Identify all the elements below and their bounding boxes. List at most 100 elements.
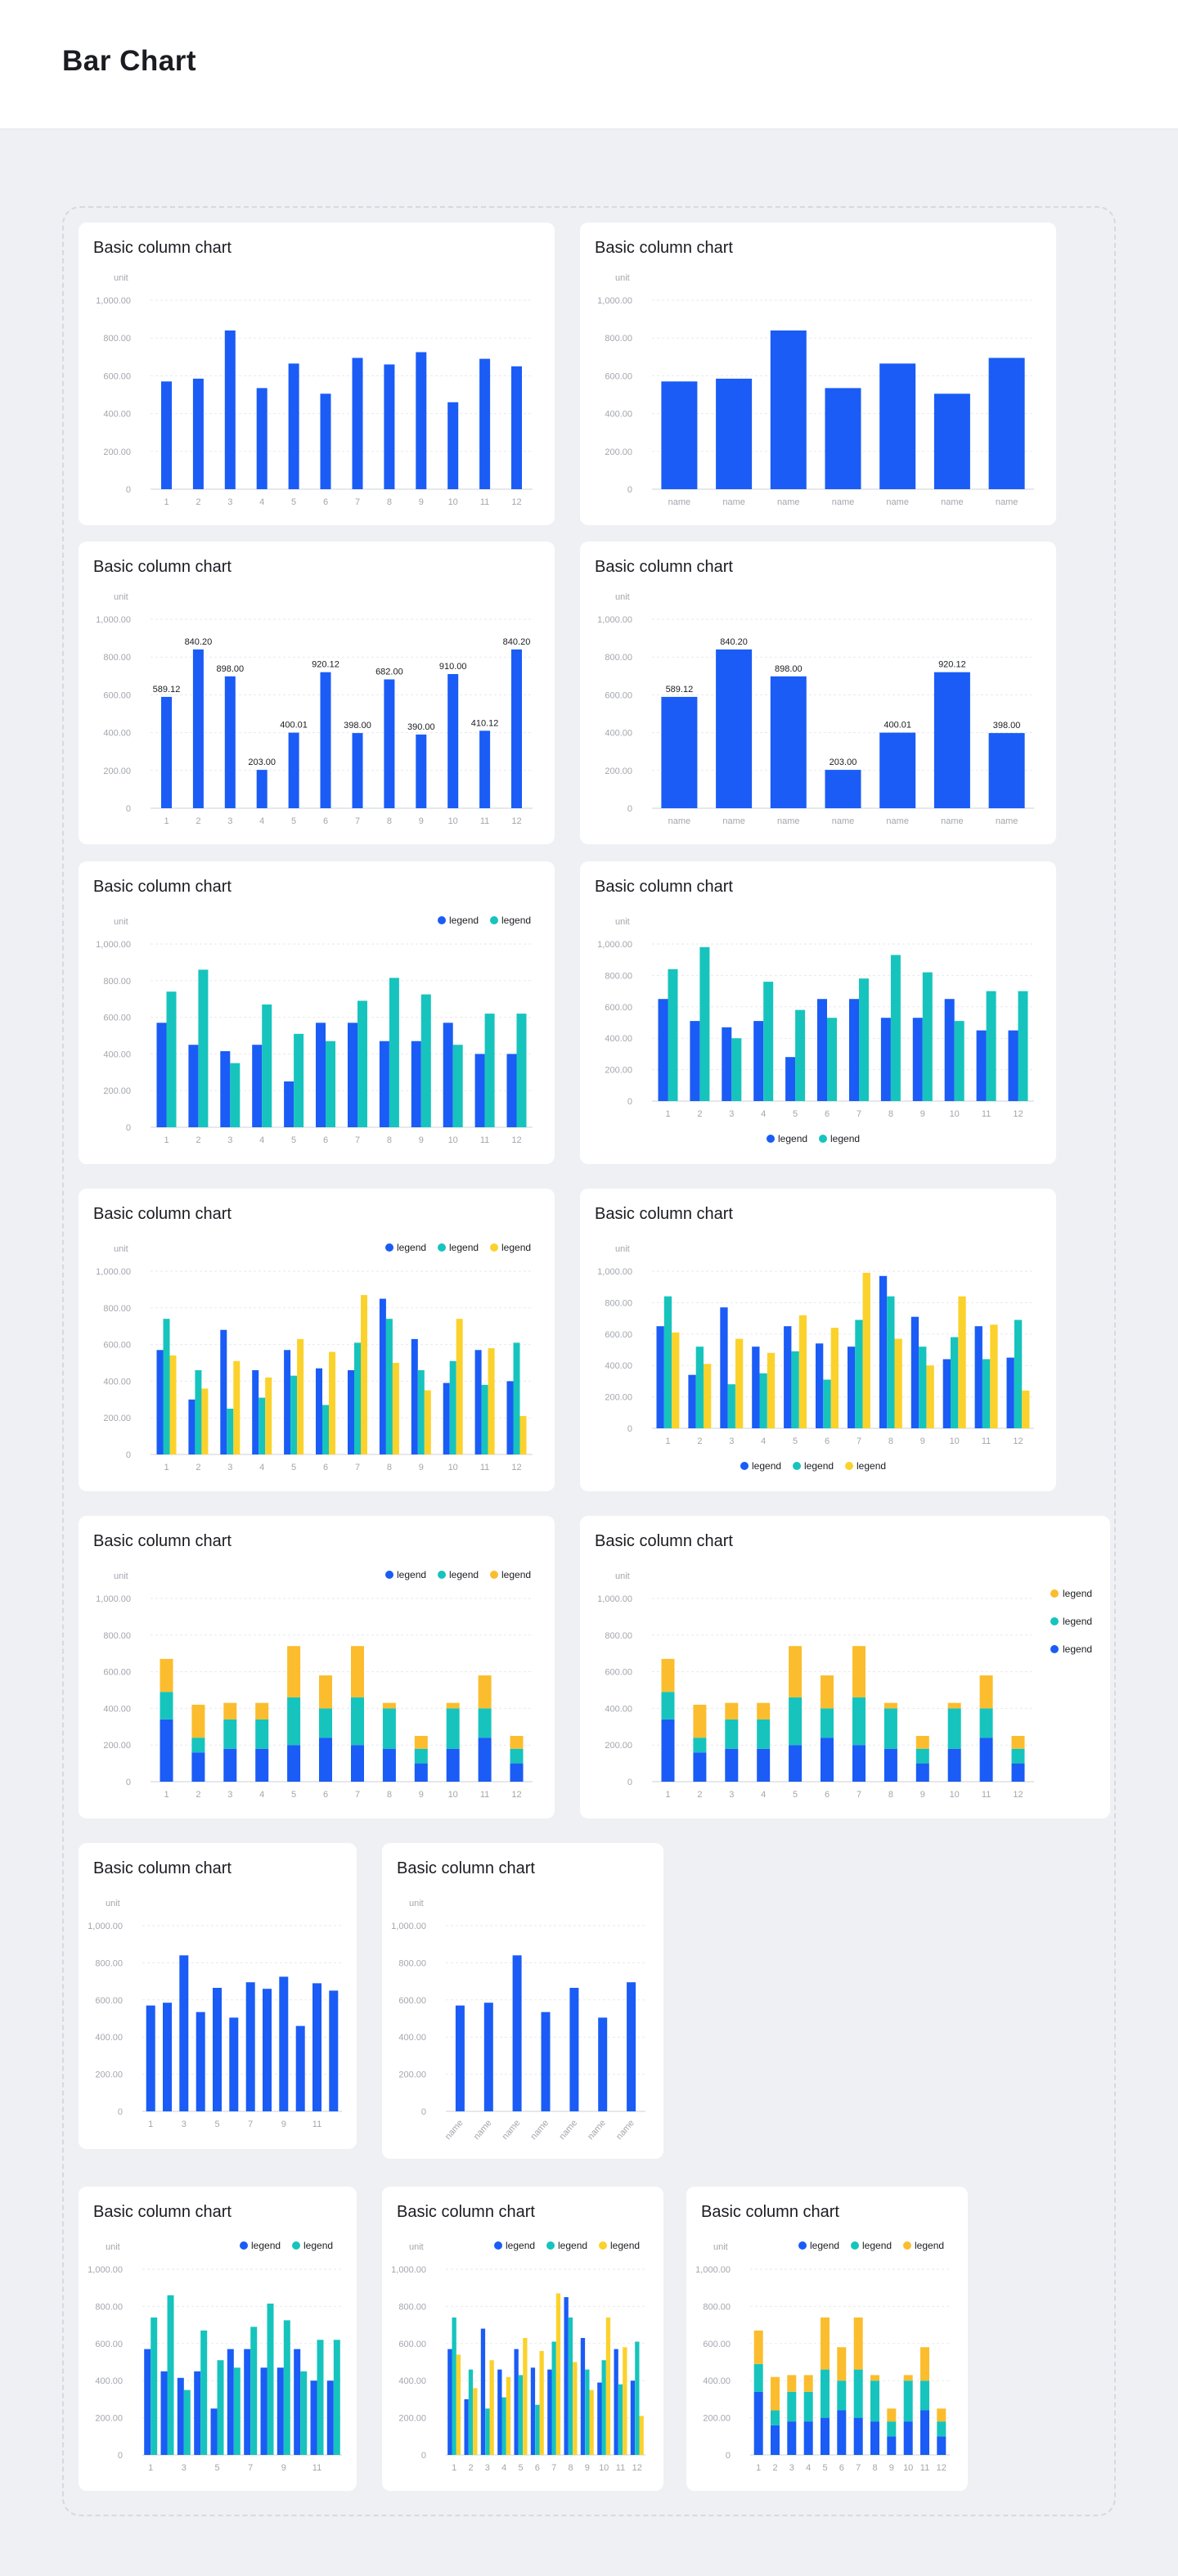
x-tick-label: 2 <box>697 1790 702 1800</box>
bar <box>920 2380 929 2411</box>
bar <box>446 1748 460 1782</box>
y-tick-label: 400.00 <box>605 1704 632 1714</box>
bar <box>585 2369 590 2455</box>
bar <box>259 1397 266 1454</box>
legend-label: legend <box>862 2240 892 2251</box>
x-tick-label: 5 <box>291 816 296 826</box>
bar <box>771 2425 780 2455</box>
y-tick-label: 200.00 <box>398 2070 426 2080</box>
bar <box>735 1338 744 1428</box>
x-tick-label: 1 <box>164 1463 169 1472</box>
x-tick-label: 6 <box>323 1463 328 1472</box>
legend-label: legend <box>610 2240 640 2251</box>
x-tick-label: 10 <box>448 1463 458 1472</box>
legend-marker <box>740 1462 749 1470</box>
bar <box>944 999 955 1101</box>
chart-svg: unit 0 200.00 400.00 600.00 800.00 1,000.00 589… <box>597 592 1034 826</box>
bar <box>693 1738 707 1753</box>
y-tick-label: 600.00 <box>103 1341 131 1351</box>
bar <box>979 1738 993 1782</box>
x-tick-label: 6 <box>825 1109 830 1119</box>
y-tick-label: 600.00 <box>103 1014 131 1023</box>
x-tick-label: 3 <box>227 1790 232 1800</box>
bar <box>191 1738 205 1753</box>
bar <box>1011 1736 1025 1749</box>
x-tick-label: 9 <box>920 1790 925 1800</box>
bar <box>787 2391 797 2422</box>
x-tick-label: 11 <box>312 2120 321 2129</box>
bar <box>569 1988 579 2111</box>
bar <box>252 1370 259 1454</box>
bar <box>518 2375 524 2455</box>
y-tick-label: 400.00 <box>103 1050 131 1059</box>
x-tick-label: 9 <box>281 2463 286 2473</box>
chart-title: Basic column chart <box>93 558 232 576</box>
bar <box>770 330 807 489</box>
chart-svg: unit 0 200.00 400.00 600.00 800.00 1,000.00 nam… <box>597 273 1034 507</box>
legend-marker <box>385 1243 393 1252</box>
bar <box>884 1708 897 1749</box>
bar <box>803 2375 813 2392</box>
y-tick-label: 800.00 <box>103 977 131 987</box>
bar <box>267 2304 274 2455</box>
bar <box>260 2367 268 2455</box>
y-unit-label: unit <box>615 1571 630 1581</box>
bar <box>880 1018 891 1101</box>
bar <box>789 1646 803 1697</box>
y-tick-label: 600.00 <box>95 1996 123 2006</box>
x-tick-label: name <box>668 497 691 507</box>
x-tick-label: 3 <box>789 2463 794 2473</box>
y-tick-label: 800.00 <box>605 1298 632 1308</box>
x-tick-label: 5 <box>518 2463 523 2473</box>
bar <box>223 1702 237 1720</box>
legend-marker <box>845 1462 853 1470</box>
bar <box>884 1748 897 1782</box>
y-unit-label: unit <box>713 2242 728 2252</box>
bar <box>250 2326 258 2455</box>
legend-marker <box>385 1571 393 1579</box>
x-tick-label: 1 <box>164 1790 169 1800</box>
bar <box>449 1360 456 1454</box>
bar <box>161 696 172 808</box>
x-tick-label: 1 <box>452 2463 456 2473</box>
bar <box>859 978 869 1101</box>
y-tick-label: 200.00 <box>703 2414 731 2424</box>
legend-label: legend <box>397 1242 426 1253</box>
y-tick-label: 600.00 <box>605 1003 632 1013</box>
bar <box>310 2380 317 2455</box>
bar <box>870 2375 879 2381</box>
legend-label: legend <box>804 1460 834 1472</box>
legend-label: legend <box>857 1460 886 1472</box>
y-tick-label: 800.00 <box>95 2302 123 2312</box>
x-tick-label: 4 <box>761 1436 766 1446</box>
bar <box>474 1350 482 1454</box>
x-tick-label: 9 <box>419 1135 424 1145</box>
bar <box>511 649 522 808</box>
x-tick-label: 8 <box>888 1790 893 1800</box>
bar <box>763 982 774 1101</box>
bar <box>256 388 268 489</box>
bar <box>519 1416 527 1454</box>
bar <box>252 1045 263 1127</box>
bar <box>213 1988 222 2111</box>
bar <box>915 1748 929 1764</box>
x-tick-label: 8 <box>888 1436 893 1446</box>
x-tick-label: 5 <box>822 2463 827 2473</box>
x-tick-label: 9 <box>419 1790 424 1800</box>
bar <box>862 1272 870 1428</box>
y-tick-label: 1,000.00 <box>96 615 131 625</box>
legend-marker <box>767 1135 775 1143</box>
bar <box>753 2363 763 2392</box>
bar <box>887 2436 897 2455</box>
bar <box>382 1748 396 1782</box>
bar <box>564 2297 569 2455</box>
bar <box>191 1752 205 1782</box>
x-tick-label: 1 <box>164 497 169 507</box>
bar <box>668 969 678 1101</box>
chart-card: Basic column chart unit 0 200.00 400.00 600.0… <box>580 223 1056 525</box>
bar <box>481 1384 488 1454</box>
y-unit-label: unit <box>114 1244 128 1254</box>
bar <box>506 1054 517 1127</box>
bar <box>319 1738 332 1782</box>
